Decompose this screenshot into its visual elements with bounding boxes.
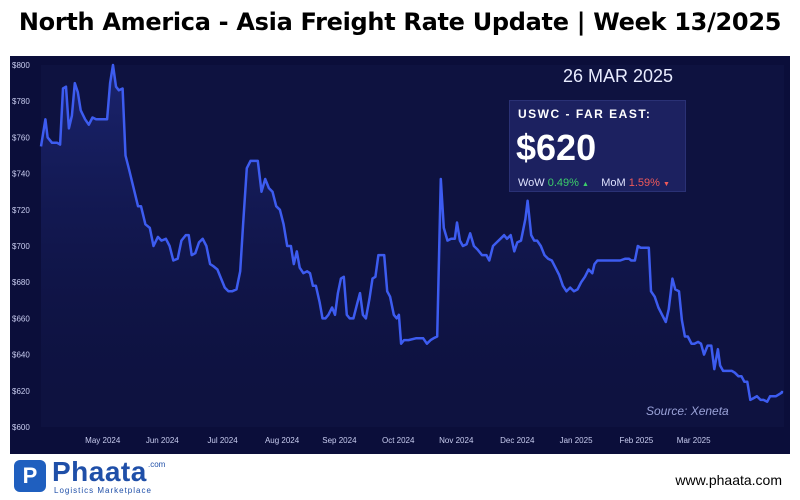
y-tick-label: $800: [12, 61, 30, 70]
logo-p-icon: P: [14, 460, 46, 492]
y-axis: $600 $620 $640 $660 $680 $700 $720 $740 $760 $780…: [12, 61, 30, 432]
y-tick-label: $640: [12, 351, 30, 360]
down-arrow-icon: ▼: [662, 181, 670, 188]
brand-name: Phaata: [52, 456, 147, 487]
current-price: $620: [516, 127, 597, 168]
x-tick-label: May 2024: [85, 436, 121, 445]
chart-title: North America - Asia Freight Rate Update…: [18, 8, 782, 36]
x-tick-label: Jun 2024: [146, 436, 179, 445]
brand-logo: P Phaata .com Logistics Marketplace: [14, 456, 194, 496]
rate-summary-box: USWC - FAR EAST: $620 WoW 0.49% ▲ MoM 1.…: [509, 100, 686, 192]
y-tick-label: $780: [12, 97, 30, 106]
change-stats: WoW 0.49% ▲ MoM 1.59% ▼: [518, 177, 670, 189]
area-fill: [41, 65, 782, 427]
brand-domain: .com: [148, 460, 166, 469]
y-tick-label: $700: [12, 242, 30, 251]
x-tick-label: Dec 2024: [500, 436, 535, 445]
y-tick-label: $680: [12, 278, 30, 287]
x-tick-label: Mar 2025: [677, 436, 711, 445]
source-note: Source: Xeneta: [646, 404, 729, 418]
y-tick-label: $620: [12, 387, 30, 396]
y-tick-label: $740: [12, 170, 30, 179]
y-tick-label: $720: [12, 206, 30, 215]
date-label: 26 MAR 2025: [562, 66, 674, 86]
route-label: USWC - FAR EAST:: [518, 107, 652, 121]
y-tick-label: $760: [12, 133, 30, 142]
mom-label: MoM: [601, 177, 626, 189]
y-tick-label: $660: [12, 314, 30, 323]
x-axis: May 2024 Jun 2024 Jul 2024 Aug 2024 Sep 2024…: [85, 436, 711, 445]
up-arrow-icon: ▲: [582, 181, 589, 188]
x-tick-label: Feb 2025: [619, 436, 653, 445]
x-tick-label: Nov 2024: [439, 436, 474, 445]
y-tick-label: $600: [12, 423, 30, 432]
x-tick-label: Jul 2024: [207, 436, 238, 445]
freight-rate-line: [39, 63, 784, 403]
wow-label: WoW: [518, 177, 545, 189]
x-tick-label: Aug 2024: [265, 436, 300, 445]
x-tick-label: Sep 2024: [322, 436, 357, 445]
x-tick-label: Oct 2024: [382, 436, 415, 445]
wow-value: 0.49%: [547, 177, 579, 189]
x-tick-label: Jan 2025: [560, 436, 593, 445]
mom-value: 1.59%: [628, 177, 660, 189]
brand-tagline: Logistics Marketplace: [54, 486, 152, 495]
website-url: www.phaata.com: [675, 472, 782, 488]
